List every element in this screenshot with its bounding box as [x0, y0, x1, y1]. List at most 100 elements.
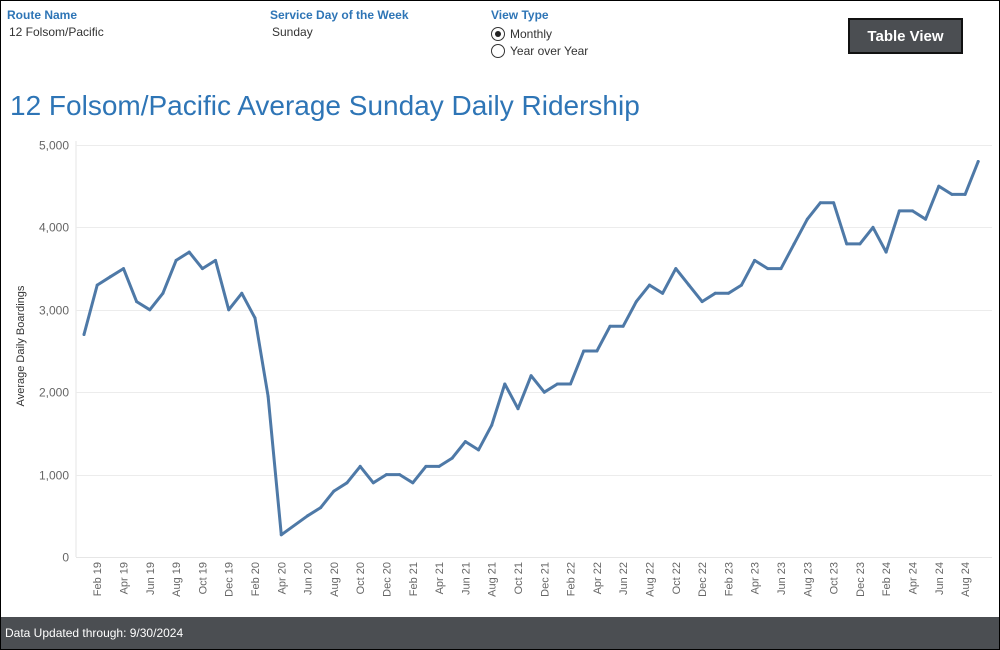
- x-tick-label: Oct 22: [671, 562, 683, 594]
- data-point: [437, 464, 441, 468]
- data-point: [832, 201, 836, 205]
- data-point: [595, 349, 599, 353]
- data-point: [661, 291, 665, 295]
- x-tick-label: Feb 20: [250, 562, 262, 596]
- view-type-option-label: Year over Year: [510, 43, 589, 58]
- data-point: [384, 473, 388, 477]
- data-point: [924, 217, 928, 221]
- x-tick-label: Jun 21: [460, 562, 472, 595]
- data-point: [82, 333, 86, 336]
- y-tick-label: 4,000: [39, 221, 69, 235]
- data-point: [726, 291, 730, 295]
- data-point: [634, 300, 638, 304]
- radio-unselected-icon[interactable]: [491, 43, 505, 58]
- data-point: [569, 382, 572, 386]
- data-point: [187, 250, 191, 254]
- view-type-filter-label: View Type: [491, 8, 549, 22]
- service-day-filter[interactable]: Service Day of the Week Sunday: [270, 8, 409, 39]
- x-tick-label: Jun 22: [618, 562, 630, 595]
- data-point: [135, 300, 139, 304]
- x-tick-label: Aug 19: [171, 562, 183, 597]
- view-type-option-monthly[interactable]: Monthly: [491, 25, 588, 42]
- data-point: [792, 242, 796, 246]
- service-day-filter-value[interactable]: Sunday: [272, 25, 313, 39]
- radio-selected-icon[interactable]: [491, 26, 505, 41]
- x-tick-label: Feb 24: [881, 562, 893, 596]
- x-tick-label: Apr 19: [118, 562, 130, 594]
- data-point: [358, 464, 362, 468]
- x-tick-label: Feb 21: [408, 562, 420, 596]
- x-tick-label: Aug 22: [644, 562, 656, 597]
- data-updated-text: Data Updated through: 9/30/2024: [5, 626, 184, 640]
- data-point: [845, 242, 849, 246]
- data-point: [950, 192, 954, 196]
- data-point: [477, 448, 480, 452]
- x-tick-label: Dec 22: [697, 562, 709, 597]
- data-point: [542, 390, 546, 394]
- data-point: [805, 217, 809, 221]
- x-tick-label: Apr 23: [750, 562, 762, 594]
- view-type-option-year-over-year[interactable]: Year over Year: [491, 42, 588, 59]
- data-point: [582, 349, 586, 353]
- data-point: [214, 258, 217, 262]
- x-tick-label: Aug 23: [802, 562, 814, 597]
- data-point: [871, 225, 875, 229]
- data-point: [937, 184, 941, 188]
- data-point: [148, 308, 152, 312]
- x-tick-label: Jun 24: [934, 562, 946, 595]
- y-tick-label: 2,000: [39, 386, 69, 400]
- x-tick-label: Apr 21: [434, 562, 446, 594]
- x-tick-label: Feb 19: [92, 562, 104, 596]
- data-point: [976, 160, 980, 163]
- x-tick-label: Oct 19: [197, 562, 209, 594]
- data-point: [490, 423, 494, 427]
- y-tick-label: 5,000: [39, 139, 69, 153]
- data-point: [818, 201, 822, 205]
- data-point: [450, 456, 454, 460]
- x-tick-label: Dec 23: [855, 562, 867, 597]
- x-tick-label: Dec 21: [539, 562, 551, 597]
- data-point: [371, 481, 375, 485]
- service-day-filter-label: Service Day of the Week: [270, 8, 409, 22]
- data-point: [529, 374, 533, 378]
- data-point: [779, 267, 783, 271]
- route-filter-label: Route Name: [7, 8, 78, 22]
- data-point: [753, 258, 757, 262]
- data-point: [858, 242, 862, 246]
- data-point: [621, 324, 625, 328]
- x-tick-label: Oct 23: [829, 562, 841, 594]
- x-tick-label: Apr 24: [907, 562, 919, 594]
- data-point: [174, 258, 178, 262]
- data-point: [700, 300, 704, 304]
- data-point: [463, 440, 467, 444]
- data-point: [200, 267, 204, 271]
- data-point: [740, 283, 743, 287]
- data-point: [608, 324, 612, 328]
- footer-bar: Data Updated through: 9/30/2024: [1, 617, 999, 649]
- y-tick-label: 0: [62, 551, 69, 565]
- x-tick-label: Jun 20: [303, 562, 315, 595]
- x-tick-label: Jun 19: [145, 562, 157, 595]
- data-point: [687, 283, 691, 287]
- data-point: [766, 267, 770, 271]
- data-point: [95, 283, 99, 287]
- x-tick-label: Aug 21: [487, 562, 499, 597]
- x-tick-label: Aug 20: [329, 562, 341, 597]
- data-point: [332, 489, 336, 493]
- route-filter-value[interactable]: 12 Folsom/Pacific: [9, 25, 104, 39]
- table-view-button[interactable]: Table View: [848, 18, 963, 54]
- data-point: [266, 394, 270, 398]
- x-tick-label: Apr 20: [276, 562, 288, 594]
- data-point: [503, 382, 507, 386]
- route-filter[interactable]: Route Name 12 Folsom/Pacific: [7, 8, 104, 39]
- data-point: [319, 506, 323, 510]
- y-tick-label: 3,000: [39, 304, 69, 318]
- x-tick-label: Oct 20: [355, 562, 367, 594]
- x-tick-label: Feb 23: [723, 562, 735, 596]
- data-point: [713, 291, 717, 295]
- data-point: [161, 291, 165, 295]
- data-point: [897, 209, 901, 213]
- x-tick-label: Dec 19: [224, 562, 236, 597]
- data-point: [122, 267, 125, 271]
